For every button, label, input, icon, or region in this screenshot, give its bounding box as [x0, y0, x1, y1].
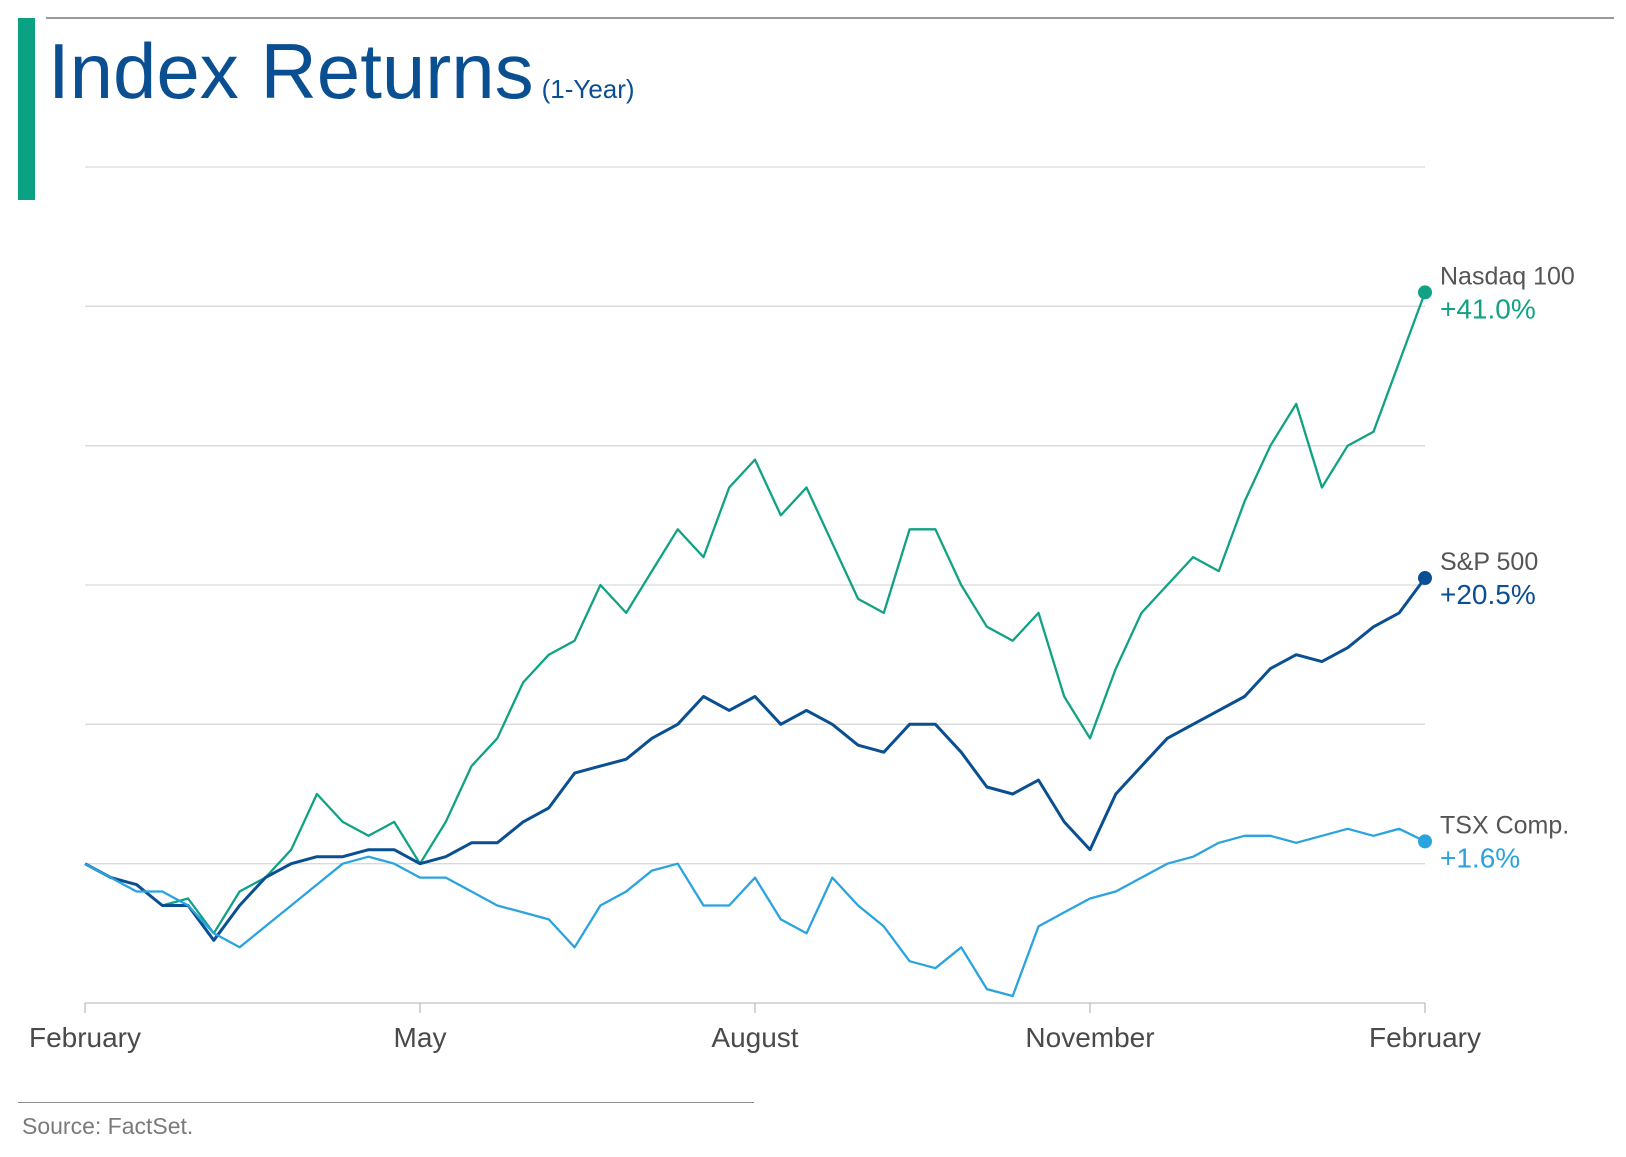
series-line	[84, 827, 1426, 998]
title-accent-bar	[18, 18, 35, 200]
chart-title: Index Returns (1-Year)	[48, 26, 635, 134]
series-line	[84, 292, 1427, 935]
source-note: Source: FactSet.	[22, 1113, 194, 1139]
series-value-label: +20.5%	[1440, 579, 1536, 610]
series-name-label: S&P 500	[1440, 548, 1538, 576]
x-tick-label: November	[1025, 1022, 1154, 1053]
x-tick-label: February	[29, 1022, 141, 1053]
top-rule	[46, 17, 1614, 19]
series-end-marker	[1418, 571, 1432, 586]
source-rule	[18, 1102, 754, 1103]
series-name-label: Nasdaq 100	[1440, 262, 1575, 290]
x-tick-label: August	[711, 1022, 798, 1053]
series-end-marker	[1418, 285, 1432, 300]
series-value-label: +1.6%	[1440, 842, 1520, 873]
series-end-labels: Nasdaq 100 +41.0% S&P 500 +20.5% TSX Comp. +1…	[1418, 262, 1575, 873]
chart-subtitle: (1-Year)	[541, 74, 635, 104]
series-line	[84, 577, 1427, 942]
x-axis: February May August November February	[29, 1002, 1481, 1053]
series-end-marker	[1418, 834, 1432, 849]
chart-title-text: Index Returns	[48, 27, 534, 115]
series-lines	[84, 292, 1427, 998]
x-tick-label: May	[394, 1022, 447, 1053]
series-name-label: TSX Comp.	[1440, 811, 1569, 839]
series-value-label: +41.0%	[1440, 293, 1536, 324]
x-tick-label: February	[1369, 1022, 1481, 1053]
